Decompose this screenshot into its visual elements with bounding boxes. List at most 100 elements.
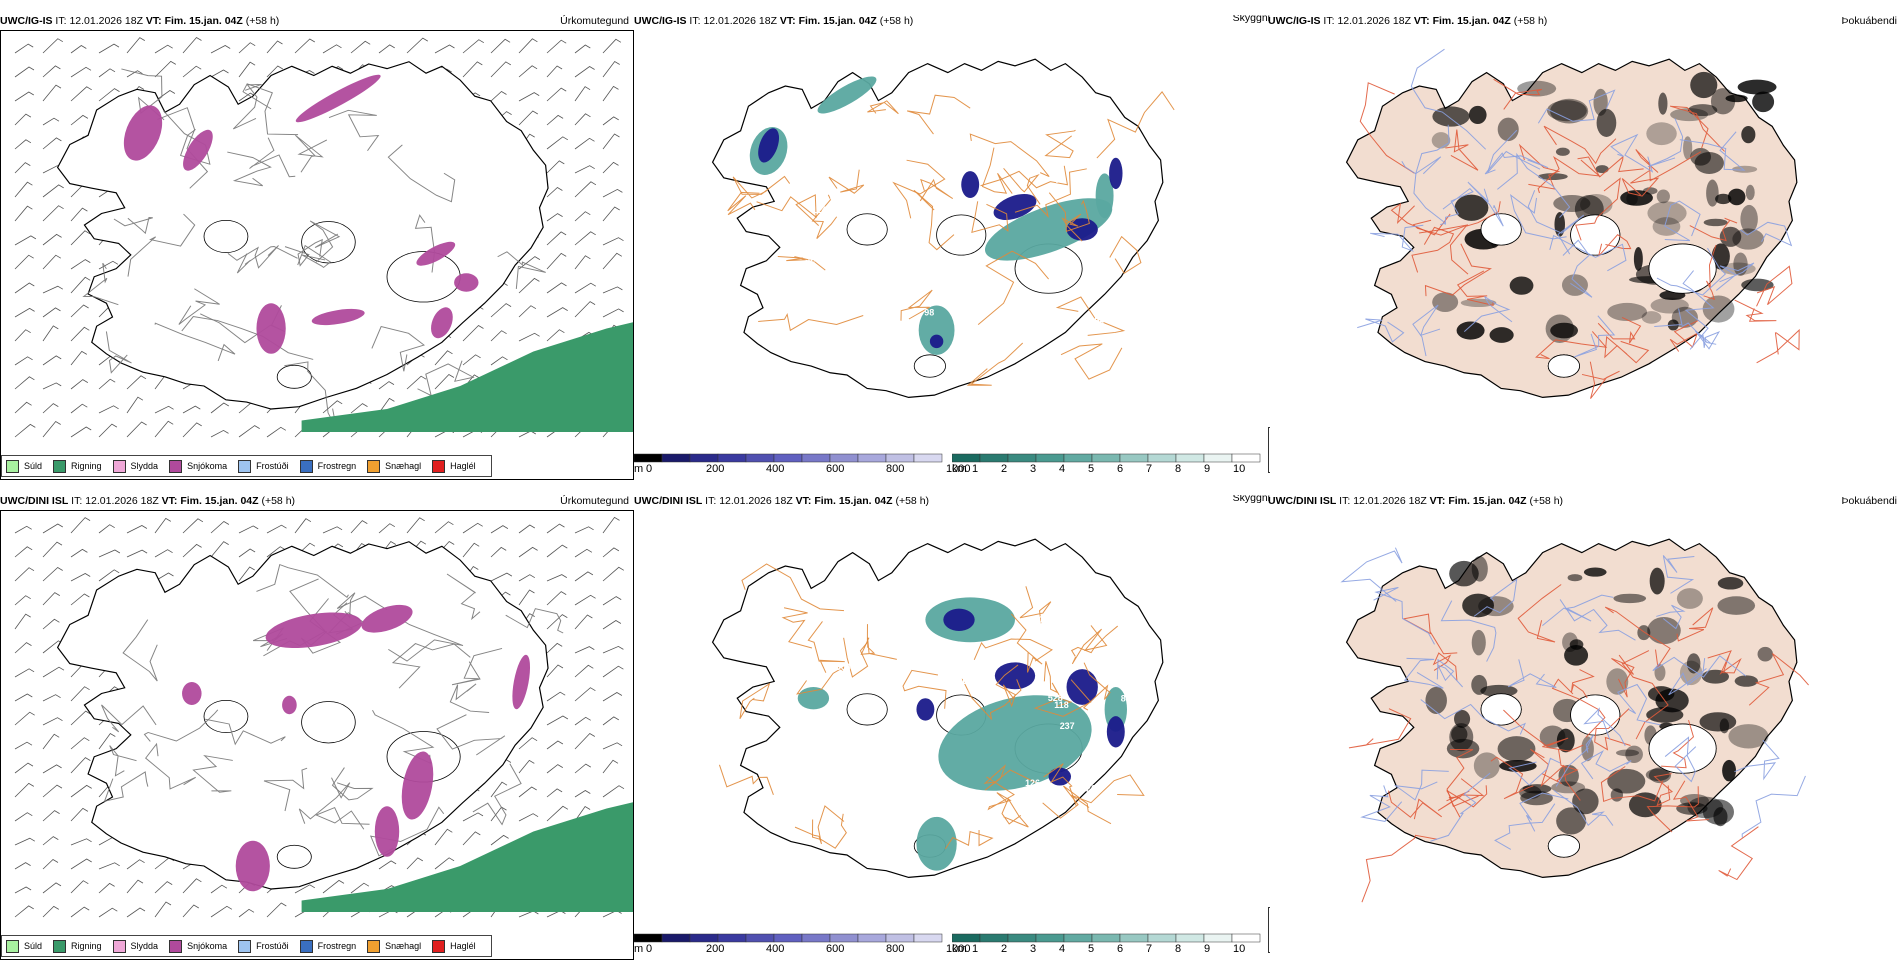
wind-barb (546, 664, 564, 678)
fog-cell (1454, 194, 1489, 221)
fog-cell (1741, 278, 1774, 292)
glacier-outline (301, 221, 356, 264)
colorbar-tick: 400 (766, 943, 785, 955)
road-line (1109, 235, 1142, 274)
wind-barb (70, 784, 92, 798)
wind-barb (462, 542, 480, 558)
precip-type-map[interactable]: Súld Rigning Slydda Snjókoma Frostúði Frostre… (0, 510, 634, 960)
cloudbase-area (929, 334, 944, 349)
road-line (497, 251, 546, 289)
road-line (1756, 265, 1793, 307)
legend-swatch (367, 459, 381, 473)
road-line (1583, 707, 1626, 747)
visibility-area (918, 305, 955, 355)
legend-swatch (432, 939, 446, 953)
road-line (1703, 244, 1717, 300)
road-line (1509, 194, 1567, 240)
lead-time: (+58 h) (261, 495, 296, 507)
wind-barb (14, 113, 32, 126)
fog-cell (1551, 781, 1586, 794)
it-value: 12.01.2026 18Z (69, 15, 143, 27)
wind-barb (322, 879, 345, 894)
wind-barb (70, 838, 92, 846)
road-line (1616, 683, 1661, 726)
wind-barb (238, 42, 256, 54)
road-line (860, 637, 897, 660)
wind-barb (154, 857, 175, 870)
road-line (980, 165, 1069, 189)
colorbar-unit: m (634, 463, 644, 475)
road-line (472, 763, 522, 826)
road-line (105, 331, 132, 374)
wind-barb (98, 68, 116, 78)
road-line (796, 666, 846, 695)
road-line (1508, 757, 1561, 786)
vt-value: Fim. 15.jan. 04Z (798, 15, 877, 27)
colorbar-cell (1035, 453, 1065, 463)
wind-barb (98, 405, 119, 414)
road-line (1370, 224, 1424, 252)
wind-barb (238, 525, 259, 534)
road-line (1061, 213, 1083, 242)
colorbar-tick: 0 (646, 463, 653, 475)
colorbar-cell (634, 453, 663, 463)
wind-barb (42, 859, 59, 870)
precip-type-panel: UWC/IG-IS IT: 12.01.2026 18Z VT: Fim. 15… (0, 15, 634, 490)
wind-barb (602, 38, 622, 54)
wind-barb (70, 686, 90, 702)
wind-barb (98, 907, 118, 918)
road-line (906, 94, 971, 135)
fog-cell (1625, 745, 1643, 764)
glacier-outline (913, 354, 946, 378)
wind-barb (70, 737, 90, 750)
road-line (995, 664, 1019, 708)
wind-barb (70, 304, 89, 318)
wind-barb (574, 211, 591, 222)
wind-barb (574, 255, 591, 270)
lead-time: (+58 h) (245, 15, 280, 27)
wind-barb (70, 426, 92, 438)
wind-barb (546, 544, 568, 558)
wind-barb (42, 382, 62, 390)
precip-legend: Súld Rigning Slydda Snjókoma Frostúði Frostre… (1, 935, 492, 957)
glacier-outline (276, 364, 312, 389)
wind-barb (518, 589, 535, 606)
snow-area (282, 695, 297, 715)
cloudbase-area (1066, 669, 1098, 705)
precip-type-map[interactable]: Súld Rigning Slydda Snjókoma Frostúði Frostre… (0, 30, 634, 480)
cloudbase-map[interactable]: 352 17 11 37 95 98 79 394 316 106 124 52 477 (634, 29, 1264, 449)
road-line (1014, 168, 1087, 218)
fog-indicator-map[interactable] (1268, 29, 1868, 449)
colorbar-cell (952, 933, 981, 943)
road-line (297, 244, 332, 269)
glacier-area (1570, 694, 1621, 736)
wind-barb (266, 40, 283, 54)
fog-cell (1702, 799, 1735, 825)
road-line (718, 764, 774, 796)
colorbar-tick: 7 (1146, 943, 1153, 955)
wind-barb (70, 379, 89, 390)
legend-label: Frostregn (317, 461, 357, 471)
road-line (1537, 89, 1616, 124)
wind-barb (14, 181, 33, 198)
model-label: UWC/IG-IS (1268, 15, 1321, 27)
snow-area (235, 840, 270, 892)
fog-cell (1468, 105, 1487, 125)
fog-indicator-map[interactable] (1268, 509, 1868, 929)
road-line (758, 312, 864, 332)
wind-barb (490, 834, 509, 846)
wind-barb (42, 38, 64, 54)
cloudbase-value: 180 (993, 825, 1008, 835)
road-line (732, 175, 791, 199)
wind-barb (42, 694, 61, 702)
wind-barb (602, 620, 622, 630)
cloudbase-value: 271 (833, 755, 848, 765)
cloudbase-value: 126 (1025, 778, 1040, 788)
cloudbase-map[interactable]: 164 111 17 154 88 164 215 134 528 604 271 266 256 180… (634, 509, 1264, 929)
cloudbase-value: 352 (968, 158, 983, 168)
fog-cell (1727, 188, 1746, 206)
fog-cell (1556, 728, 1575, 753)
legend-label: Snæhagl (385, 941, 422, 951)
colorbar-tick: 1 (972, 463, 979, 475)
vt-label: VT: (145, 15, 162, 27)
